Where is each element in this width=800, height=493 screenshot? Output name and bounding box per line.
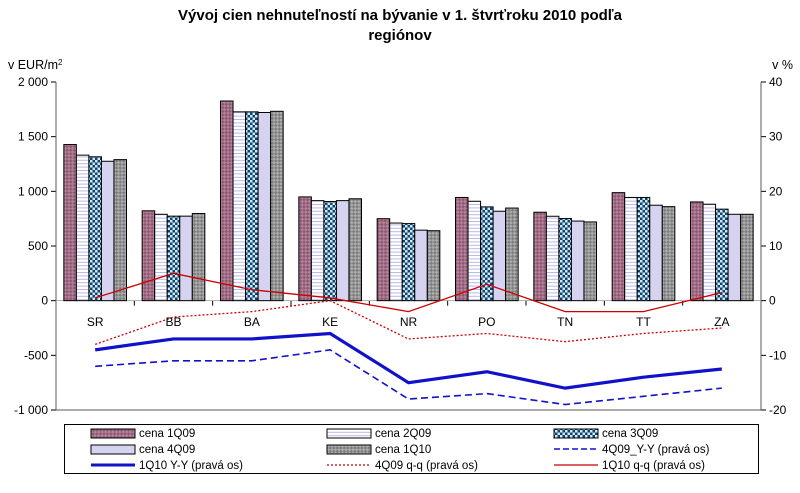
svg-text:1Q10 Y-Y (pravá os): 1Q10 Y-Y (pravá os) — [139, 460, 243, 472]
svg-text:0: 0 — [769, 294, 776, 308]
svg-text:10: 10 — [769, 239, 783, 253]
svg-text:TT: TT — [636, 315, 651, 329]
svg-text:-20: -20 — [769, 403, 787, 417]
svg-text:cena 3Q09: cena 3Q09 — [602, 428, 658, 440]
svg-text:1 000: 1 000 — [18, 184, 48, 198]
svg-text:PO: PO — [478, 315, 495, 329]
svg-text:1Q10 q-q (pravá os): 1Q10 q-q (pravá os) — [602, 460, 705, 472]
svg-text:BA: BA — [244, 315, 260, 329]
svg-text:4Q09 q-q (pravá os): 4Q09 q-q (pravá os) — [375, 460, 478, 472]
svg-text:ZA: ZA — [714, 315, 729, 329]
svg-text:v EUR/m2: v EUR/m2 — [8, 58, 63, 73]
svg-text:1 500: 1 500 — [18, 130, 48, 144]
svg-text:40: 40 — [769, 75, 783, 89]
svg-text:-10: -10 — [769, 348, 787, 362]
svg-text:TN: TN — [557, 315, 573, 329]
svg-text:cena 2Q09: cena 2Q09 — [375, 428, 431, 440]
svg-text:cena 1Q09: cena 1Q09 — [139, 428, 195, 440]
svg-text:NR: NR — [400, 315, 418, 329]
svg-text:500: 500 — [28, 239, 48, 253]
svg-text:20: 20 — [769, 184, 783, 198]
svg-text:KE: KE — [322, 315, 338, 329]
svg-text:-1 000: -1 000 — [14, 403, 48, 417]
svg-text:-500: -500 — [24, 348, 48, 362]
svg-text:2 000: 2 000 — [18, 75, 48, 89]
svg-text:30: 30 — [769, 130, 783, 144]
svg-text:SR: SR — [87, 315, 104, 329]
svg-text:0: 0 — [41, 294, 48, 308]
svg-text:4Q09_Y-Y (pravá os): 4Q09_Y-Y (pravá os) — [602, 444, 710, 456]
svg-text:BB: BB — [165, 315, 181, 329]
svg-text:cena 1Q10: cena 1Q10 — [375, 444, 431, 456]
svg-text:cena 4Q09: cena 4Q09 — [139, 444, 195, 456]
svg-text:v %: v % — [772, 58, 793, 72]
